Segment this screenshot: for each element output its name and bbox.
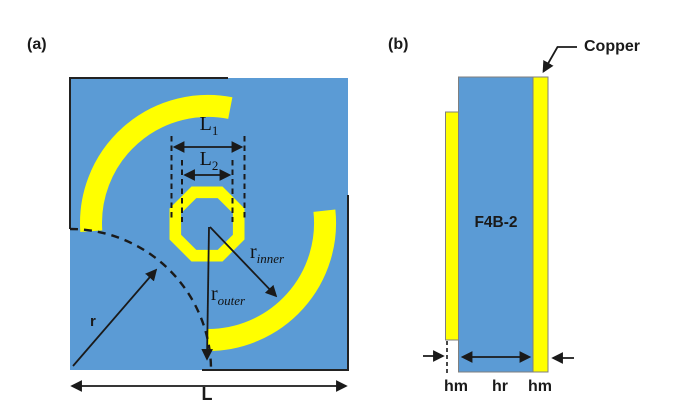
square-border-bottom-right xyxy=(202,195,349,371)
l2-dimension-label: L2 xyxy=(199,148,219,173)
substrate-label: F4B-2 xyxy=(474,214,518,231)
substrate-layer xyxy=(458,76,534,373)
panel-b-label: (b) xyxy=(388,36,409,53)
hr-label: hr xyxy=(492,378,508,395)
hm-right-label: hm xyxy=(528,378,552,395)
copper-layer-right xyxy=(532,76,549,373)
unit-cell-substrate xyxy=(70,78,348,370)
copper-label: Copper xyxy=(584,38,640,55)
r-label: r xyxy=(90,313,96,330)
r-outer-arrow xyxy=(201,226,213,361)
l-label: L xyxy=(201,384,213,404)
square-border-top-left xyxy=(69,77,228,229)
copper-arc-top-left xyxy=(80,95,233,232)
panel-a-label: (a) xyxy=(27,36,47,53)
r-inner-label: rinner xyxy=(250,241,285,266)
hm-left-label: hm xyxy=(444,378,468,395)
copper-leader-arrow xyxy=(542,46,577,74)
r-arrow xyxy=(72,268,158,367)
copper-arc-bottom-right xyxy=(207,209,336,351)
r-outer-label: router xyxy=(211,283,246,308)
copper-layer-left xyxy=(445,111,459,341)
r-inner-arrow xyxy=(209,226,278,298)
dashed-radius-circle xyxy=(69,227,213,371)
l1-dimension-label: L1 xyxy=(199,113,219,138)
